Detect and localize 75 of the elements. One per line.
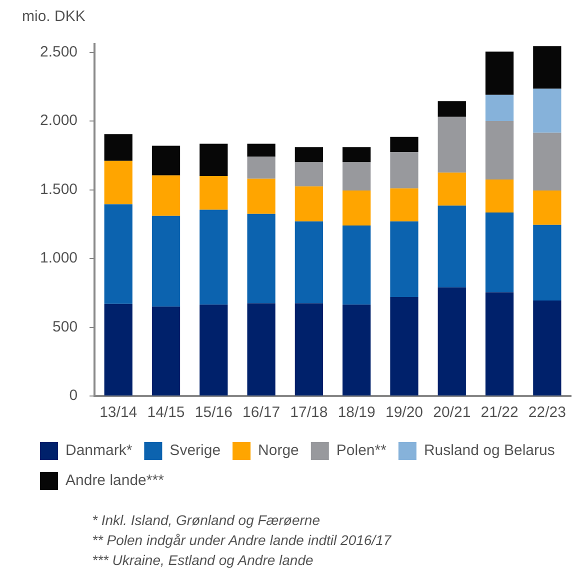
bar xyxy=(342,304,371,396)
bar xyxy=(533,46,562,89)
bar xyxy=(294,221,324,304)
y-tick-label: 500 xyxy=(52,318,78,336)
bar xyxy=(485,212,514,292)
bar xyxy=(390,297,418,396)
bar xyxy=(247,144,276,157)
bar xyxy=(294,147,324,162)
x-tick-label: 22/23 xyxy=(528,404,566,422)
x-tick-label: 13/14 xyxy=(100,404,138,422)
legend-label: Polen** xyxy=(336,442,387,460)
x-tick-label: 21/22 xyxy=(480,404,518,422)
bar xyxy=(390,188,418,222)
bar xyxy=(485,94,514,121)
bar xyxy=(485,52,514,95)
bar xyxy=(152,175,180,216)
x-tick-label: 14/15 xyxy=(147,404,185,422)
y-axis-title: mio. DKK xyxy=(22,8,86,25)
legend-label: Andre lande*** xyxy=(66,472,164,490)
legend-label: Rusland og Belarus xyxy=(424,442,555,460)
bar xyxy=(294,162,324,186)
bar xyxy=(342,190,371,226)
legend-label: Norge xyxy=(258,442,299,460)
bar xyxy=(485,121,514,180)
x-tick-label: 15/16 xyxy=(194,404,232,422)
bar xyxy=(104,304,132,396)
bar xyxy=(247,156,276,179)
bar xyxy=(485,179,514,212)
text: ** Polen indgår under Andre lande indtil 2016/17 xyxy=(92,531,392,550)
bar xyxy=(247,178,276,214)
bar xyxy=(247,303,276,396)
y-tick-label: 1.500 xyxy=(40,180,78,198)
bar xyxy=(152,146,180,176)
bar xyxy=(438,287,466,396)
x-tick-label: 18/19 xyxy=(338,404,376,422)
y-tick-label: 1.000 xyxy=(40,250,78,267)
bar xyxy=(200,176,228,210)
legend-label: Sverige xyxy=(170,442,221,460)
bar xyxy=(342,226,371,305)
bar xyxy=(342,147,371,162)
x-tick-label: 17/18 xyxy=(290,404,328,422)
bar xyxy=(294,186,324,222)
bar xyxy=(533,88,562,133)
bar xyxy=(294,303,324,396)
x-tick-label: 16/17 xyxy=(242,404,280,422)
bar xyxy=(533,300,562,396)
bar xyxy=(533,190,562,225)
x-tick-label: 19/20 xyxy=(385,404,424,422)
bar xyxy=(342,162,371,190)
bar xyxy=(533,132,562,190)
bar xyxy=(438,206,466,288)
y-tick-label: 0 xyxy=(69,387,78,404)
bar xyxy=(438,116,466,173)
y-tick-label: 2.000 xyxy=(40,112,78,130)
bar xyxy=(485,292,514,396)
bar xyxy=(104,204,132,304)
bar xyxy=(152,306,180,396)
bar xyxy=(438,101,466,117)
bar xyxy=(390,221,418,297)
bar xyxy=(104,160,132,204)
bar xyxy=(104,134,132,161)
bar xyxy=(200,210,228,305)
bar xyxy=(438,172,466,206)
bar xyxy=(152,216,180,307)
legend-label: Danmark* xyxy=(66,442,132,460)
x-tick-label: 20/21 xyxy=(433,404,471,422)
text: * Inkl. Island, Grønland og Færøerne xyxy=(92,511,321,530)
bar xyxy=(200,144,228,176)
bar xyxy=(390,136,418,152)
bar xyxy=(533,224,562,300)
text: *** Ukraine, Estland og Andre lande xyxy=(92,551,314,570)
bar xyxy=(247,214,276,304)
y-tick-label: 2.500 xyxy=(40,43,78,60)
bar xyxy=(200,304,228,396)
bar xyxy=(390,152,418,188)
